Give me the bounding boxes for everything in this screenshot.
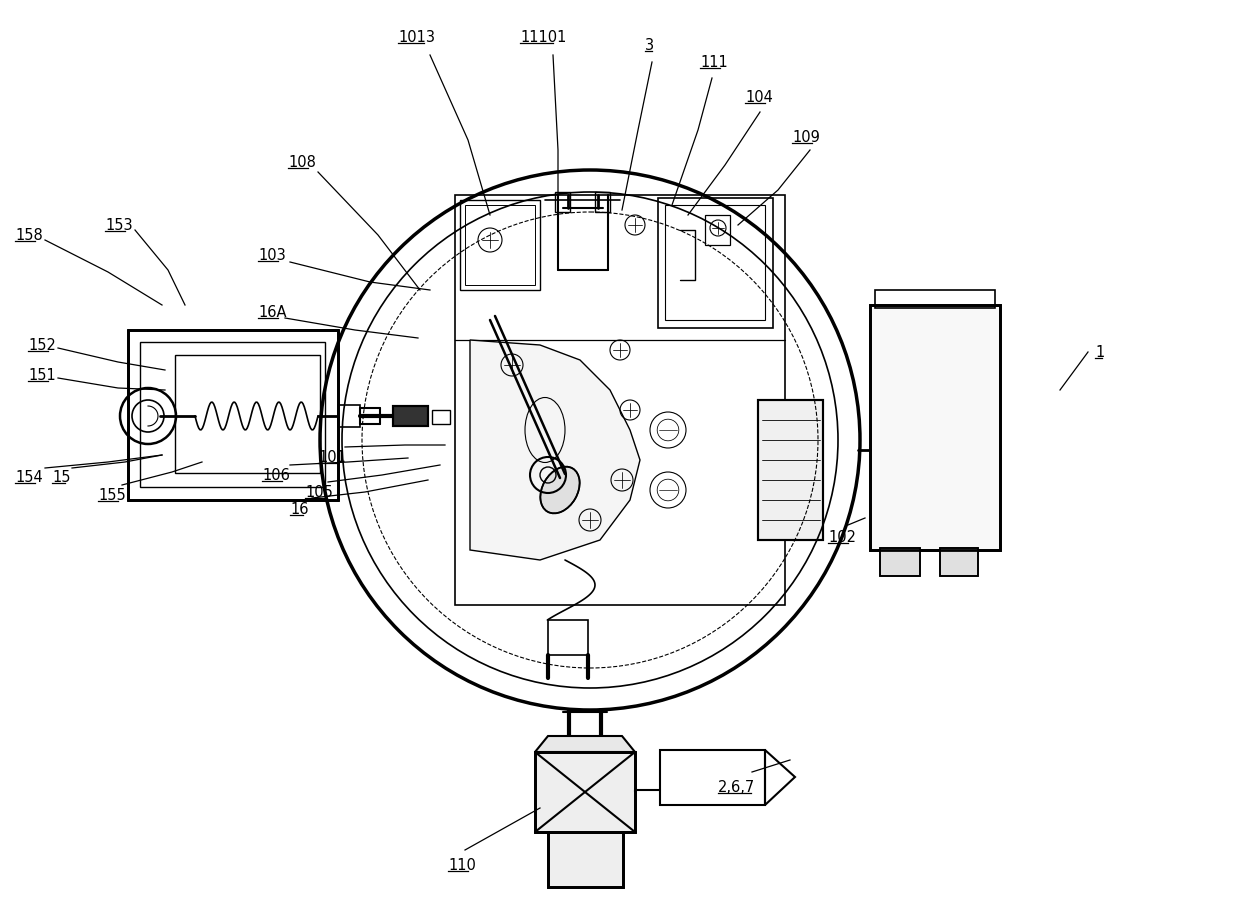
- Text: 102: 102: [828, 530, 856, 545]
- Text: 2,6,7: 2,6,7: [718, 780, 755, 795]
- Bar: [534, 752, 635, 832]
- Bar: [758, 400, 823, 540]
- Text: 104: 104: [745, 90, 773, 105]
- Bar: [706, 215, 730, 245]
- Bar: [758, 400, 823, 540]
- Bar: [548, 620, 588, 655]
- Text: 16A: 16A: [258, 305, 286, 320]
- Bar: [665, 205, 765, 320]
- Bar: [455, 195, 785, 605]
- Ellipse shape: [541, 467, 579, 514]
- Text: 105: 105: [305, 485, 332, 500]
- Text: 1: 1: [1095, 345, 1105, 360]
- Bar: [175, 355, 320, 473]
- Bar: [534, 752, 635, 832]
- Bar: [140, 342, 325, 487]
- Polygon shape: [470, 340, 640, 560]
- Bar: [548, 832, 622, 887]
- Bar: [880, 548, 920, 576]
- Bar: [940, 548, 978, 576]
- Text: 155: 155: [98, 488, 125, 503]
- Text: 110: 110: [448, 858, 476, 873]
- Text: 151: 151: [29, 368, 56, 383]
- Bar: [880, 548, 920, 576]
- Text: 152: 152: [29, 338, 56, 353]
- Bar: [460, 200, 539, 290]
- Text: 111: 111: [701, 55, 728, 70]
- Text: 15: 15: [52, 470, 71, 485]
- Text: 158: 158: [15, 228, 42, 243]
- Polygon shape: [534, 736, 635, 752]
- Bar: [465, 205, 534, 285]
- Bar: [870, 305, 999, 550]
- Bar: [432, 410, 450, 424]
- Text: 11101: 11101: [520, 30, 567, 45]
- Text: 16: 16: [290, 502, 309, 517]
- Bar: [870, 305, 999, 550]
- Bar: [658, 198, 773, 328]
- Text: 3: 3: [645, 38, 655, 53]
- Bar: [940, 548, 978, 576]
- Bar: [875, 290, 994, 308]
- Bar: [339, 405, 360, 427]
- Text: 1013: 1013: [398, 30, 435, 45]
- Bar: [556, 192, 570, 212]
- Bar: [393, 406, 428, 426]
- Text: 108: 108: [288, 155, 316, 170]
- Bar: [548, 832, 622, 887]
- Text: 101: 101: [317, 450, 346, 465]
- Text: 153: 153: [105, 218, 133, 233]
- Bar: [595, 192, 610, 212]
- Text: 106: 106: [262, 468, 290, 483]
- Bar: [660, 750, 765, 805]
- Text: 154: 154: [15, 470, 42, 485]
- Text: 109: 109: [792, 130, 820, 145]
- Bar: [128, 330, 339, 500]
- Bar: [393, 406, 428, 426]
- Text: 103: 103: [258, 248, 285, 263]
